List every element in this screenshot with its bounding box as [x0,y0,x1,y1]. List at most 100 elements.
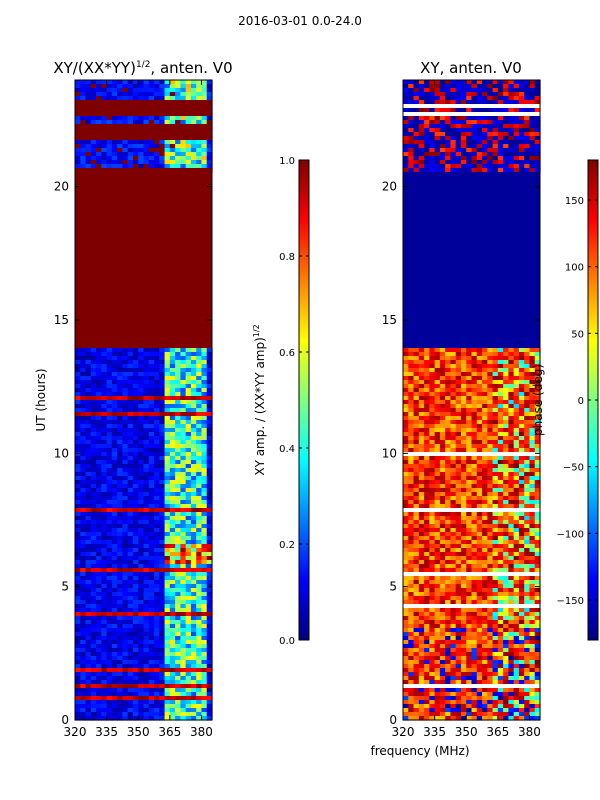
panel2-cell [413,80,420,85]
panel2-cell [492,364,499,369]
panel1-cell [143,612,150,617]
panel1-cell [196,716,203,721]
panel1-cell [90,536,97,541]
panel1-cell [159,444,166,449]
panel1-cell [148,456,155,461]
panel1-cell [117,428,124,433]
panel1-cell [175,384,181,389]
panel2-cell [482,480,488,485]
panel2-cell [450,100,457,105]
panel2-cell [403,472,409,477]
panel1-cell [75,216,212,221]
panel1-cell [180,396,187,401]
panel1-cell [106,624,113,629]
panel1-cell [85,708,92,713]
panel1-cell [190,364,197,369]
panel2-cell [455,368,462,373]
panel2-cell [518,100,525,105]
panel2-cell [403,312,540,317]
panel2-cell [439,144,446,149]
panel1-cell [190,360,197,365]
panel1-cell [138,164,145,169]
panel2-cell [534,492,541,497]
panel2-cell [418,472,425,477]
panel1-cell [127,84,134,89]
panel1-cell [96,444,102,449]
panel2-cell [466,412,473,417]
panel2-cell [429,400,436,405]
panel1-cell [159,476,166,481]
panel1-cell [111,428,118,433]
panel2-cell [476,468,483,473]
panel2-cell [455,136,462,141]
panel1-cell [80,624,87,629]
panel2-cell [518,144,525,149]
panel2-cell [534,120,541,125]
panel1-cell [196,164,203,169]
panel1-cell [80,524,87,529]
panel1-cell [122,100,129,105]
panel1-cell [75,204,212,209]
panel1-cell [201,108,208,113]
panel1-cell [80,136,87,141]
panel2-cell [534,420,541,425]
panel2-cell [476,528,483,533]
panel1-cell [106,560,113,565]
panel2-cell [466,92,473,97]
panel2-cell [445,512,452,517]
panel2-cell [503,476,509,481]
panel1-cell [90,644,97,649]
panel2-cell [471,408,478,413]
panel1-cell [159,612,166,617]
panel1-cell [206,160,213,165]
panel1-cell [127,96,134,101]
panel1-cell [138,124,145,129]
panel2-cell [466,384,473,389]
panel1-cell [148,632,155,637]
panel1-cell [164,656,171,661]
panel1-cell [75,240,212,245]
panel2-cell [466,88,473,93]
panel2-cell [487,120,494,125]
panel2-cell [460,524,467,529]
panel1-cell [196,436,203,441]
panel1-cell [175,536,181,541]
panel2-cell [508,520,515,525]
panel1-cell [143,604,150,609]
panel2-cell [403,504,409,509]
panel2-cell [403,516,409,521]
panel2-cell [476,436,483,441]
panel1-cell [75,252,212,257]
panel1-cell [80,600,87,605]
panel1-cell [90,600,97,605]
panel2-cell [445,144,452,149]
panel1-cell [75,136,81,141]
panel1-cell [85,536,92,541]
panel1-cell [190,500,197,505]
panel1-cell [90,516,97,521]
panel2-cell [403,356,409,361]
panel2-cell [455,116,462,121]
panel1-cell [201,656,208,661]
panel1-cell [180,716,187,721]
panel1-cell [201,408,208,413]
panel2-cell [513,364,520,369]
panel1-cell [148,372,155,377]
panel1-cell [127,92,134,97]
panel1-cell [190,668,197,673]
panel1-cell [159,588,166,593]
panel1-cell [143,416,150,421]
panel2-cell [487,416,494,421]
panel2-cell [460,384,467,389]
panel2-cell [487,500,494,505]
panel1-cell [80,484,87,489]
panel1-cell [90,436,97,441]
panel1-cell [185,636,192,641]
panel1-cell [143,408,150,413]
panel1-heatmap-area [75,80,213,721]
panel2-cell [408,440,415,445]
panel1-cell [185,664,192,669]
panel1-cell [201,536,208,541]
panel1-cell [185,476,192,481]
panel1-cell [75,504,81,509]
